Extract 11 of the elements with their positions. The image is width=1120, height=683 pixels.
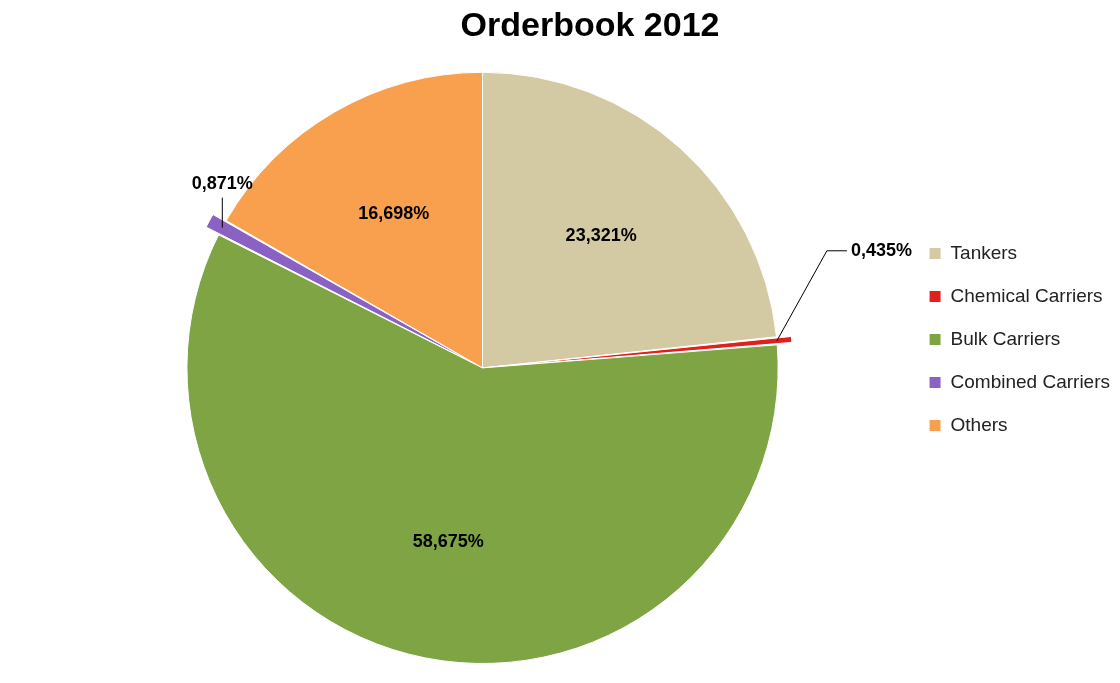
data-label: 23,321% bbox=[565, 225, 637, 246]
data-label: 0,435% bbox=[850, 239, 912, 260]
legend-label: Tankers bbox=[950, 241, 1018, 263]
legend-label: Chemical Carriers bbox=[950, 284, 1103, 306]
legend-label: Combined Carriers bbox=[950, 370, 1111, 392]
data-label: 0,871% bbox=[191, 172, 253, 193]
data-label: 16,698% bbox=[358, 203, 430, 224]
chart-title: Orderbook 2012 bbox=[460, 4, 720, 43]
legend-label: Bulk Carriers bbox=[950, 327, 1061, 349]
legend-label: Others bbox=[950, 413, 1008, 435]
data-label: 58,675% bbox=[412, 530, 484, 551]
